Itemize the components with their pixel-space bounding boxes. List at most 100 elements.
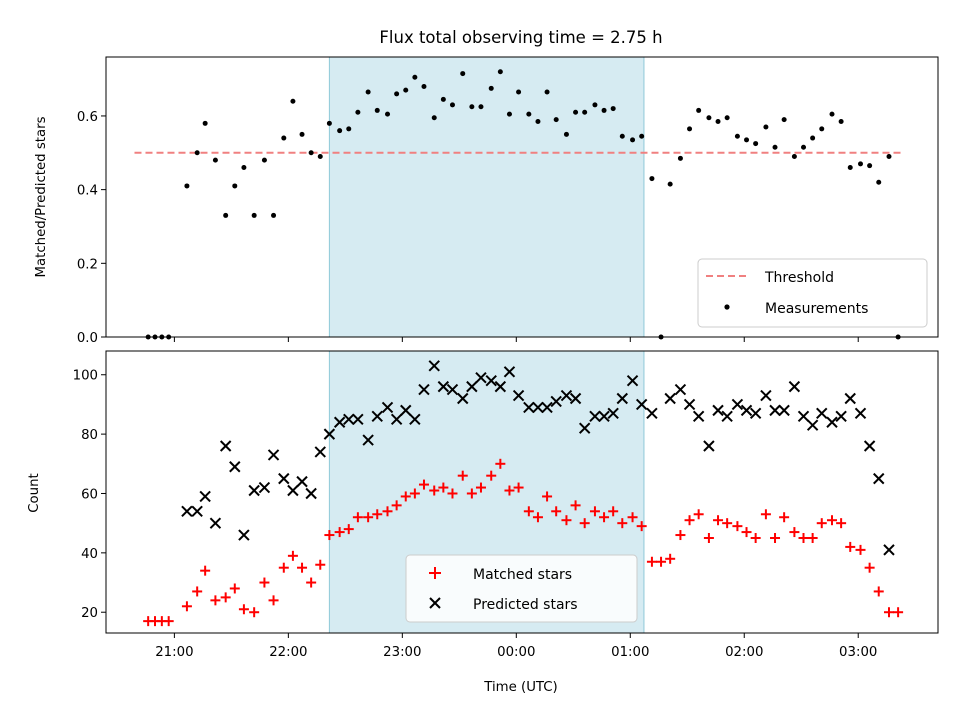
measurement-point [421, 83, 427, 89]
predicted-star-point [835, 410, 847, 423]
predicted-star-point [512, 389, 525, 402]
predicted-star-point [400, 404, 412, 417]
predicted-star-point [333, 416, 346, 428]
bottom-legend-box [405, 554, 638, 623]
matched-star-point [836, 518, 847, 529]
predicted-star-point [523, 401, 535, 414]
predicted-star-point [181, 505, 193, 518]
matched-star-point [589, 506, 600, 517]
bottom-ytick-label: 100 [73, 369, 98, 384]
measurement-point [290, 98, 296, 104]
measurement-point [440, 96, 446, 102]
matched-star-point [334, 527, 345, 538]
measurement-point [819, 126, 825, 132]
predicted-star-point [797, 410, 810, 423]
predicted-star-point [778, 404, 790, 417]
matched-star-point [352, 512, 363, 523]
bottom-xtick-label: 21:00 [155, 645, 193, 660]
matched-star-point [665, 553, 676, 564]
measurement-point [610, 106, 616, 112]
measurement-point [876, 179, 882, 185]
measurement-point [801, 144, 807, 150]
figure-title: Flux total observing time = 2.75 h [379, 28, 662, 47]
measurement-point [544, 89, 550, 95]
predicted-star-point [712, 404, 724, 417]
matched-star-point [343, 524, 354, 535]
predicted-star-point [635, 398, 648, 411]
bottom-xtick-label: 23:00 [383, 645, 421, 660]
matched-star-point [523, 506, 534, 517]
matched-star-point [400, 491, 411, 502]
matched-star-point [646, 556, 657, 567]
matched-star-point [210, 595, 221, 606]
measurement-point [308, 150, 314, 156]
measurement-point [261, 157, 267, 163]
bottom-ytick-label: 80 [81, 428, 98, 443]
measurement-point [299, 131, 305, 137]
matched-star-point [855, 544, 866, 555]
matched-star-point [684, 515, 695, 526]
matched-star-point [570, 500, 581, 511]
matched-star-point [475, 482, 486, 493]
matched-star-point [873, 586, 884, 597]
matched-star-point [192, 586, 203, 597]
measurement-point [346, 126, 352, 132]
measurement-point [696, 107, 702, 113]
measurement-point [460, 71, 466, 77]
predicted-star-point [494, 380, 507, 393]
matched-star-point [181, 601, 192, 612]
measurement-point [592, 102, 598, 108]
bottom-plot-frame [105, 350, 939, 634]
measurement-point [271, 212, 277, 218]
measurement-point [184, 183, 190, 189]
predicted-star-point [692, 410, 705, 423]
predicted-star-point [760, 389, 772, 402]
measurement-point [630, 137, 636, 143]
measurement-point [810, 135, 816, 141]
matched-star-point [391, 500, 402, 511]
predicted-star-point [703, 440, 715, 452]
predicted-star-point [409, 413, 421, 425]
matched-star-point [382, 506, 393, 517]
measurement-point [223, 212, 229, 218]
predicted-star-point [362, 434, 374, 446]
matched-star-point [883, 607, 894, 618]
measurement-point [449, 102, 455, 108]
predicted-star-point [731, 398, 744, 411]
matched-star-point [229, 583, 240, 594]
matched-star-point [238, 604, 249, 615]
predicted-star-point [674, 383, 687, 396]
predicted-star-point [560, 389, 573, 402]
predicted-star-point [191, 505, 203, 518]
bottom-ytick-label: 20 [81, 606, 98, 621]
predicted-star-point [578, 422, 591, 434]
predicted-star-point [616, 392, 629, 405]
matched-star-point [636, 521, 647, 532]
matched-star-point [306, 577, 317, 588]
measurement-point [326, 120, 332, 126]
matched-star-point [486, 470, 497, 481]
measurement-point [394, 91, 400, 97]
measurement-point [772, 144, 778, 150]
measurement-point [734, 133, 740, 139]
top-shaded-span [328, 56, 645, 338]
legend-matched-label: Matched stars [473, 567, 572, 583]
predicted-star-point [238, 529, 250, 541]
measurement-point [403, 87, 409, 93]
predicted-star-point [883, 544, 895, 556]
matched-star-point [656, 556, 667, 567]
matched-star-point [827, 515, 838, 526]
predicted-star-point [343, 413, 355, 425]
measurement-point [829, 111, 835, 117]
matched-star-point [807, 533, 818, 544]
bottom-panel: 20 40 60 80 100 21:00 22:00 23:00 00:00 01:00 02:… [27, 350, 939, 695]
matched-star-point [372, 509, 383, 520]
predicted-star-point [873, 472, 885, 485]
matched-star-point [315, 559, 326, 570]
predicted-star-point [219, 440, 232, 452]
predicted-star-point [816, 407, 828, 420]
predicted-star-point [788, 380, 801, 393]
matched-star-point [551, 506, 562, 517]
predicted-star-point [278, 472, 290, 485]
predicted-star-point [199, 490, 211, 503]
